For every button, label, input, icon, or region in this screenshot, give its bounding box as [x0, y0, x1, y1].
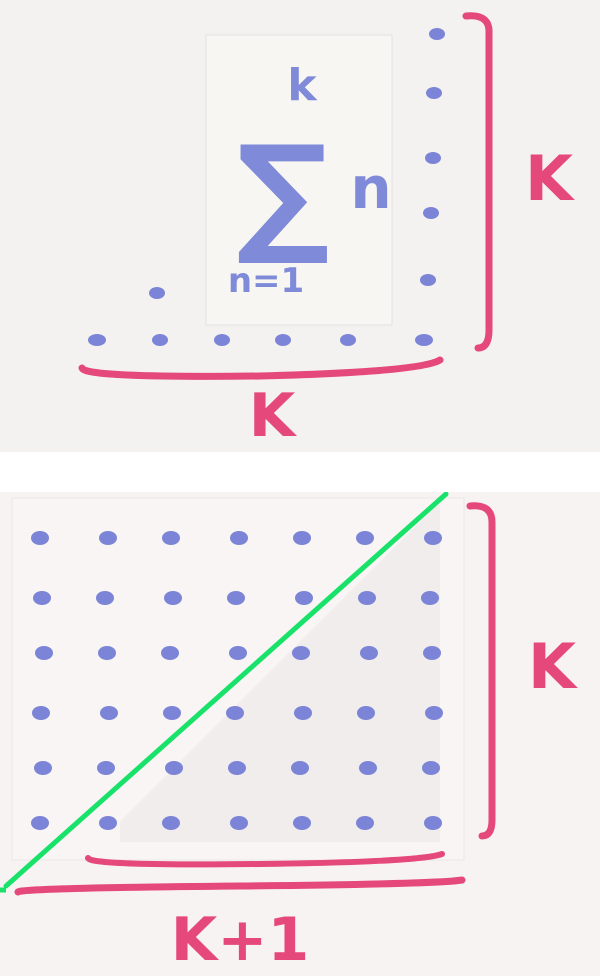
- dot: [275, 334, 291, 346]
- grid-dot: [226, 706, 244, 720]
- grid-dot: [162, 816, 180, 830]
- grid-dot: [356, 816, 374, 830]
- dot: [415, 334, 433, 346]
- grid-dot: [230, 531, 248, 545]
- dot: [88, 334, 106, 346]
- grid-dot: [33, 591, 51, 605]
- grid-dot: [165, 761, 183, 775]
- triangle-shade: [120, 502, 440, 842]
- grid-dot: [99, 531, 117, 545]
- grid-dot: [227, 591, 245, 605]
- grid-dot: [100, 706, 118, 720]
- grid-dots: [31, 531, 443, 830]
- grid-dot: [164, 591, 182, 605]
- grid-dot: [293, 816, 311, 830]
- grid-dot: [34, 761, 52, 775]
- dot: [420, 274, 436, 286]
- grid-dot: [31, 531, 49, 545]
- grid-dot: [162, 531, 180, 545]
- bottom-panel-rectangle: K K+1: [0, 492, 600, 976]
- grid-dot: [31, 816, 49, 830]
- grid-dot: [360, 646, 378, 660]
- sum-symbol: ∑: [236, 117, 329, 269]
- top-diagram: k ∑ n=1 n K K: [78, 12, 575, 451]
- sum-lower-limit: n=1: [228, 261, 304, 301]
- grid-dot: [230, 816, 248, 830]
- grid-dot: [35, 646, 53, 660]
- grid-dot: [294, 706, 312, 720]
- grid-dot: [424, 531, 442, 545]
- sum-upper-limit: k: [287, 60, 318, 111]
- sum-summand: n: [350, 154, 391, 222]
- grid-dot: [358, 591, 376, 605]
- grid-dot: [295, 591, 313, 605]
- grid-dot: [292, 646, 310, 660]
- grid-dot: [161, 646, 179, 660]
- top-dots: [88, 28, 445, 346]
- grid-dot: [163, 706, 181, 720]
- right-bracket-label: K: [528, 630, 578, 703]
- dot: [429, 28, 445, 40]
- grid-dot: [359, 761, 377, 775]
- dot: [423, 207, 439, 219]
- grid-dot: [422, 761, 440, 775]
- paper-card: [205, 34, 393, 326]
- grid-dot: [421, 591, 439, 605]
- diagonal-line: [3, 492, 449, 889]
- inner-bottom-bracket: [85, 851, 445, 868]
- grid-dot: [98, 646, 116, 660]
- bottom-bracket-label: K: [249, 381, 298, 451]
- grid-dot: [229, 646, 247, 660]
- grid-dot: [291, 761, 309, 775]
- dot: [425, 152, 441, 164]
- grid-dot: [357, 706, 375, 720]
- bottom-diagram: K K+1: [0, 492, 578, 975]
- grid-dot: [96, 591, 114, 605]
- dot: [152, 334, 168, 346]
- right-bracket: [462, 12, 493, 352]
- dot: [214, 334, 230, 346]
- grid-dot: [32, 706, 50, 720]
- bottom-bracket: [78, 356, 444, 380]
- dot: [340, 334, 356, 346]
- grid-dot: [97, 761, 115, 775]
- top-panel-triangle-sum: k ∑ n=1 n K K: [0, 0, 600, 452]
- grid-dot: [424, 816, 442, 830]
- dot: [149, 287, 165, 299]
- outer-bottom-bracket: [14, 876, 466, 896]
- right-bracket: [466, 502, 496, 840]
- grid-dot: [356, 531, 374, 545]
- grid-dot: [425, 706, 443, 720]
- grid-dot: [99, 816, 117, 830]
- bottom-bracket-label: K+1: [171, 905, 310, 975]
- grid-dot: [423, 646, 441, 660]
- right-bracket-label: K: [525, 142, 575, 215]
- grid-dot: [228, 761, 246, 775]
- grid-dot: [293, 531, 311, 545]
- dot: [426, 87, 442, 99]
